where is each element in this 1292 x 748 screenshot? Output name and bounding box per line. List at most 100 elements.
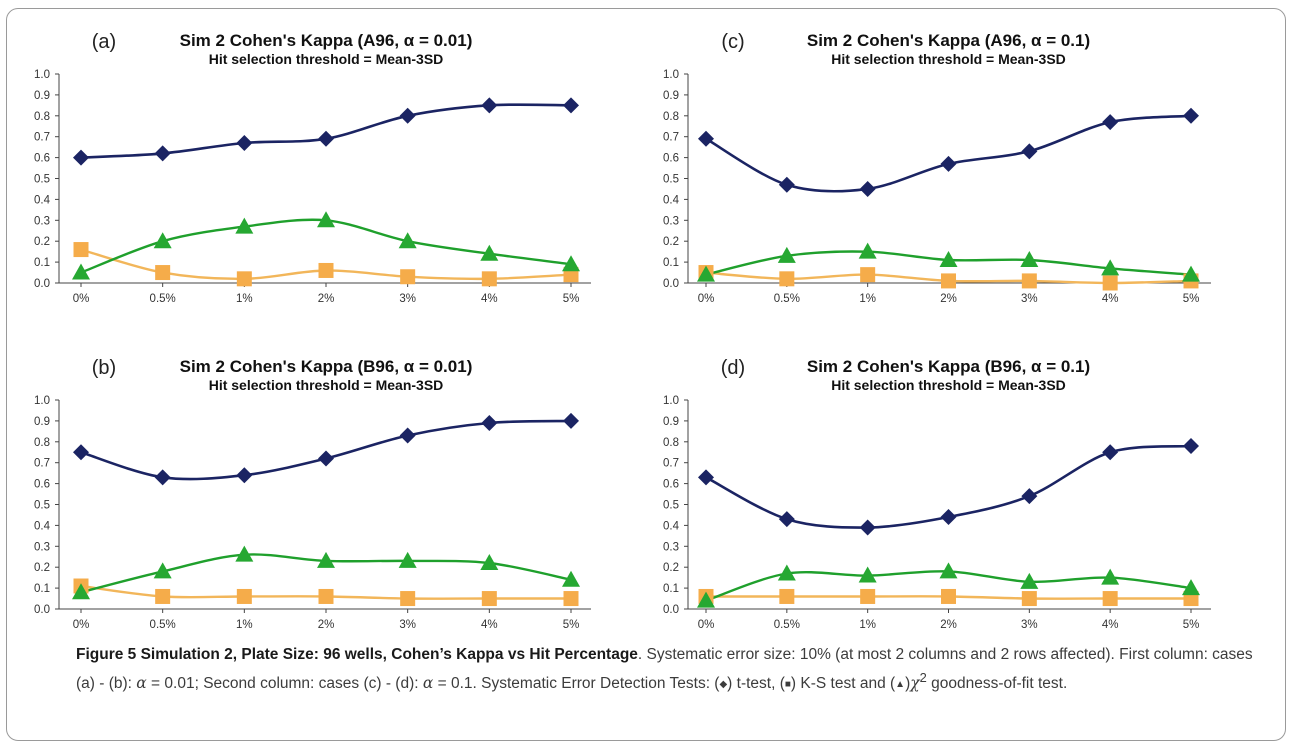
chart-subtitle: Hit selection threshold = Mean-3SD	[209, 377, 444, 393]
x-tick-label: 5%	[1183, 619, 1200, 631]
y-tick-label: 0.3	[663, 541, 679, 553]
data-point-diamond	[563, 412, 579, 429]
y-tick-label: 0.9	[663, 90, 679, 102]
x-tick-label: 0.5%	[150, 619, 176, 631]
y-tick-label: 0.6	[34, 479, 50, 491]
data-point-triangle	[858, 566, 877, 583]
data-point-triangle	[317, 211, 335, 228]
y-tick-label: 0.4	[663, 520, 680, 532]
y-tick-label: 0.1	[663, 257, 679, 269]
y-tick-label: 0.0	[34, 278, 50, 290]
y-tick-label: 0.5	[663, 500, 679, 512]
data-point-triangle	[480, 244, 499, 261]
y-tick-label: 0.2	[663, 562, 679, 574]
chart-title: Sim 2 Cohen's Kappa (A96, α = 0.01)	[180, 31, 473, 50]
data-point-diamond	[236, 134, 253, 151]
data-point-square	[318, 588, 334, 604]
data-point-diamond	[154, 145, 171, 162]
y-tick-label: 0.9	[34, 90, 50, 102]
y-tick-label: 0.6	[663, 479, 679, 491]
x-tick-label: 1%	[236, 293, 253, 305]
x-tick-label: 1%	[859, 293, 876, 305]
x-tick-label: 3%	[1021, 619, 1038, 631]
figure-caption: Figure 5 Simulation 2, Plate Size: 96 we…	[76, 646, 1253, 693]
data-point-square	[481, 271, 497, 287]
chart-panel-a: (a) Sim 2 Cohen's Kappa (A96, α = 0.01)Hi…	[34, 31, 591, 305]
data-point-square	[1021, 591, 1037, 607]
caption-alpha-1: α	[136, 674, 147, 693]
x-tick-label: 3%	[1021, 293, 1038, 305]
data-point-diamond	[1102, 114, 1119, 131]
y-tick-label: 0.1	[34, 257, 50, 269]
y-tick-label: 0.1	[663, 583, 679, 595]
caption-chi-superscript: 2	[919, 670, 927, 685]
x-tick-label: 0.5%	[774, 619, 800, 631]
chart-title: Sim 2 Cohen's Kappa (B96, α = 0.1)	[807, 357, 1090, 376]
data-point-square	[1102, 275, 1118, 291]
data-point-triangle	[317, 551, 335, 568]
data-point-diamond	[73, 444, 89, 461]
y-tick-label: 1.0	[663, 69, 679, 81]
data-point-square	[400, 269, 416, 285]
x-tick-label: 2%	[940, 293, 957, 305]
x-tick-label: 4%	[1102, 619, 1119, 631]
y-tick-label: 0.7	[34, 458, 50, 470]
data-point-triangle	[153, 232, 172, 249]
y-tick-label: 0.5	[34, 174, 50, 186]
x-tick-label: 5%	[1183, 293, 1200, 305]
data-point-diamond	[73, 149, 89, 166]
data-point-square	[236, 588, 252, 604]
x-tick-label: 0%	[698, 293, 715, 305]
data-point-triangle	[939, 251, 958, 268]
y-tick-label: 0.3	[34, 215, 50, 227]
y-tick-label: 0.2	[34, 236, 50, 248]
data-point-diamond	[481, 97, 498, 114]
data-point-triangle	[777, 564, 796, 581]
data-point-diamond	[1021, 488, 1038, 505]
x-tick-label: 2%	[940, 619, 957, 631]
y-tick-label: 0.2	[663, 236, 679, 248]
y-tick-label: 0.6	[663, 153, 679, 165]
chart-title: Sim 2 Cohen's Kappa (A96, α = 0.1)	[807, 31, 1090, 50]
data-point-square	[73, 242, 89, 258]
data-point-triangle	[777, 246, 796, 263]
chart-panel-b: (b) Sim 2 Cohen's Kappa (B96, α = 0.01)Hi…	[34, 357, 591, 631]
caption-text-2: = 0.01; Second column: cases (c) - (d):	[146, 675, 423, 693]
data-point-triangle	[1182, 579, 1200, 596]
y-tick-label: 0.7	[34, 132, 50, 144]
chart-title: Sim 2 Cohen's Kappa (B96, α = 0.01)	[180, 357, 473, 376]
caption-text-6: goodness-of-fit test.	[926, 675, 1068, 693]
y-tick-label: 0.5	[663, 174, 679, 186]
triangle-icon: ▲	[895, 679, 906, 691]
data-point-triangle	[72, 263, 90, 280]
x-tick-label: 4%	[481, 619, 498, 631]
figure-charts: (a) Sim 2 Cohen's Kappa (A96, α = 0.01)Hi…	[34, 31, 1211, 631]
y-tick-label: 0.4	[663, 194, 680, 206]
y-tick-label: 1.0	[34, 69, 50, 81]
data-point-diamond	[698, 469, 714, 486]
caption-title: Figure 5 Simulation 2, Plate Size: 96 we…	[76, 646, 638, 663]
data-point-diamond	[318, 130, 334, 147]
caption-text-5: ) K-S test and (	[790, 675, 896, 693]
data-point-diamond	[698, 130, 714, 147]
chart-subtitle: Hit selection threshold = Mean-3SD	[209, 51, 444, 67]
data-point-triangle	[1020, 251, 1039, 268]
data-point-triangle	[939, 562, 958, 579]
data-point-diamond	[481, 414, 498, 431]
data-point-triangle	[562, 255, 580, 272]
data-point-diamond	[236, 467, 253, 484]
data-point-triangle	[235, 217, 254, 234]
x-tick-label: 4%	[1102, 293, 1119, 305]
series-line-diamond	[705, 114, 1192, 193]
x-tick-label: 5%	[563, 619, 580, 631]
data-point-triangle	[72, 583, 90, 600]
data-point-square	[860, 267, 876, 283]
data-point-diamond	[399, 427, 416, 444]
data-point-diamond	[859, 180, 876, 197]
data-point-diamond	[563, 97, 579, 114]
x-tick-label: 1%	[236, 619, 253, 631]
y-tick-label: 0.7	[663, 458, 679, 470]
y-tick-label: 0.0	[34, 604, 50, 616]
y-tick-label: 0.5	[34, 500, 50, 512]
y-tick-label: 0.1	[34, 583, 50, 595]
